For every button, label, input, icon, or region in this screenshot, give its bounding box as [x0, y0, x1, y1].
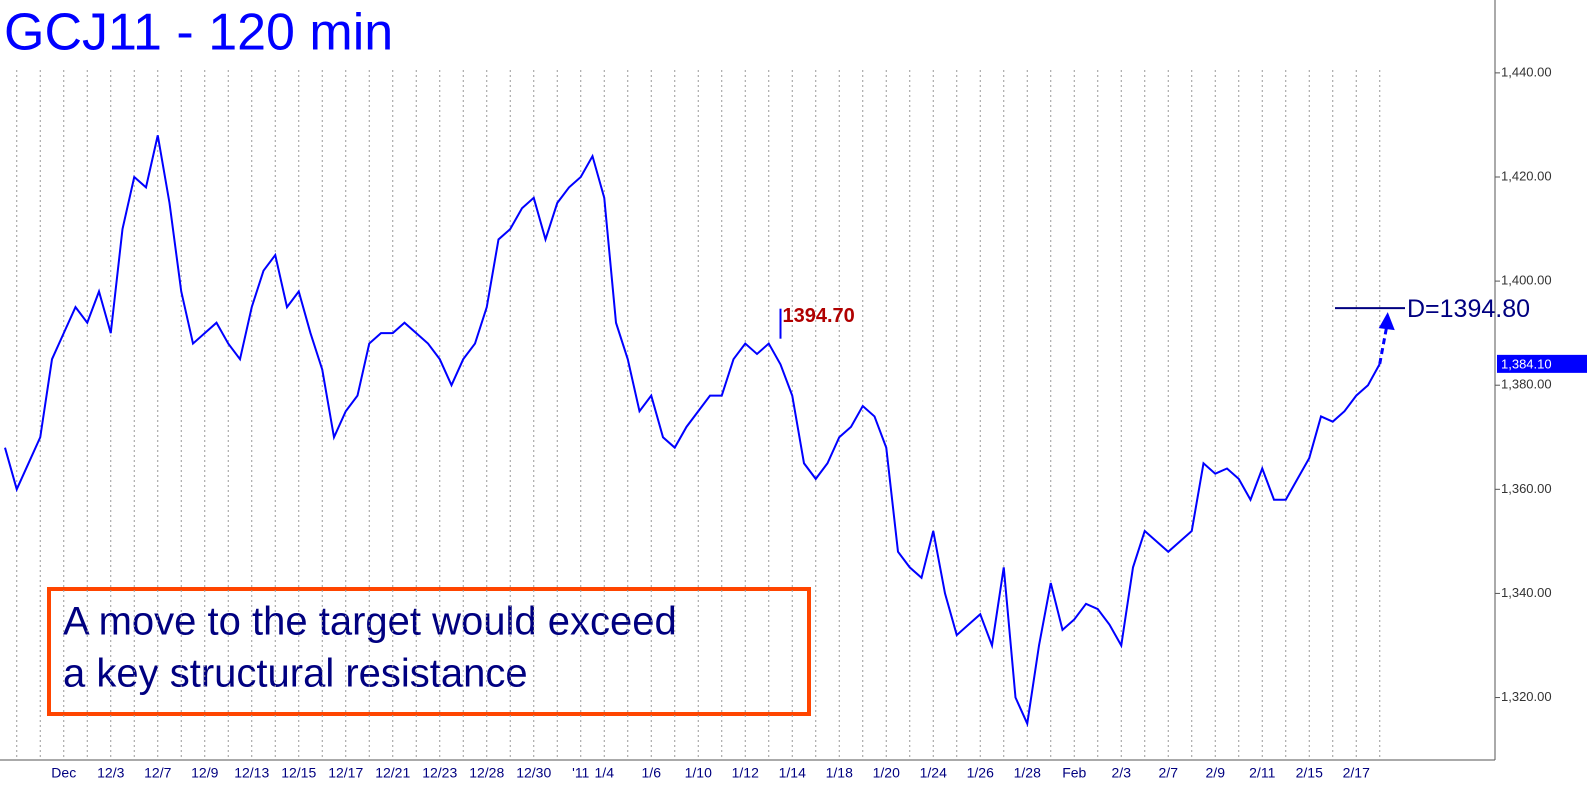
x-tick-label: 2/17 — [1343, 765, 1370, 781]
x-tick-label: 2/9 — [1206, 765, 1226, 781]
x-tick-label: 12/13 — [234, 765, 269, 781]
x-tick-label: 12/28 — [469, 765, 504, 781]
arrow-head — [1378, 312, 1395, 331]
target-label: D=1394.80 — [1407, 295, 1530, 323]
y-tick-label: 1,420.00 — [1501, 168, 1552, 183]
y-tick-label: 1,380.00 — [1501, 377, 1552, 392]
x-tick-label: 2/3 — [1112, 765, 1132, 781]
price-line — [4, 135, 1381, 728]
x-tick-label: 1/6 — [642, 765, 662, 781]
y-tick-label: 1,340.00 — [1501, 585, 1552, 600]
x-tick-label: 1/20 — [873, 765, 900, 781]
x-tick-label: 12/15 — [281, 765, 316, 781]
callout-line: A move to the target would exceed — [63, 600, 677, 644]
x-tick-label: 2/11 — [1249, 765, 1275, 781]
x-tick-label: 1/4 — [595, 765, 615, 781]
x-tick-label: 2/15 — [1296, 765, 1323, 781]
x-tick-label: 1/28 — [1014, 765, 1041, 781]
callout-box — [47, 587, 811, 716]
x-tick-label: 1/10 — [685, 765, 712, 781]
x-tick-label: 12/30 — [516, 765, 551, 781]
x-tick-label: 12/23 — [422, 765, 457, 781]
x-tick-label: 12/9 — [191, 765, 218, 781]
x-tick-label: Dec — [51, 765, 76, 781]
x-tick-label: 1/12 — [732, 765, 759, 781]
peak-label: 1394.70 — [783, 305, 855, 327]
x-tick-label: Feb — [1062, 765, 1086, 781]
chart-title: GCJ11 - 120 min — [4, 4, 393, 62]
x-tick-label: 2/7 — [1159, 765, 1179, 781]
x-tick-label: 12/7 — [144, 765, 171, 781]
last-price-label: 1,384.10 — [1501, 356, 1552, 371]
last-price-tag — [1497, 354, 1587, 373]
y-tick-label: 1,400.00 — [1501, 273, 1552, 288]
y-tick-label: 1,320.00 — [1501, 689, 1552, 704]
y-tick-label: 1,440.00 — [1501, 64, 1552, 79]
x-tick-label: 1/14 — [779, 765, 806, 781]
y-tick-label: 1,360.00 — [1501, 481, 1552, 496]
callout-line: a key structural resistance — [63, 652, 528, 696]
x-tick-label: 12/17 — [328, 765, 363, 781]
x-tick-label: 1/24 — [920, 765, 947, 781]
x-tick-label: 1/26 — [967, 765, 994, 781]
target-arrow — [1378, 325, 1389, 365]
x-tick-label: 12/3 — [97, 765, 124, 781]
x-tick-label: 1/18 — [826, 765, 853, 781]
x-tick-label: '11 — [572, 765, 589, 781]
x-tick-label: 12/21 — [375, 765, 410, 781]
